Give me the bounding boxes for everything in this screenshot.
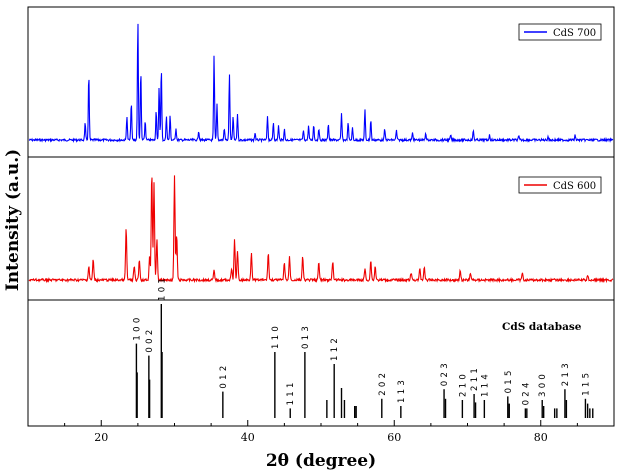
legend-box-cds-600 (518, 176, 602, 194)
x-tick-label: 20 (94, 431, 108, 444)
hkl-label: 2 1 3 (561, 363, 571, 386)
legend-cds-700: CdS 700 (518, 23, 602, 41)
hkl-label: 1 1 0 (271, 326, 281, 349)
database-title: CdS database (502, 321, 582, 333)
hkl-label: 3 0 0 (538, 374, 548, 397)
hkl-label: 1 1 4 (480, 374, 490, 397)
hkl-label: 1 1 5 (581, 373, 591, 396)
hkl-label: 0 2 4 (521, 382, 531, 405)
hkl-label: 0 1 5 (504, 370, 514, 393)
hkl-label: 0 2 3 (440, 363, 450, 386)
hkl-label: 1 0 1 (157, 278, 167, 301)
hkl-label: 0 0 2 (145, 329, 155, 352)
x-tick-label: 40 (241, 431, 255, 444)
hkl-label: 2 1 0 (458, 374, 468, 397)
hkl-label: 2 0 2 (378, 373, 388, 396)
hkl-label: 1 0 0 (132, 317, 142, 340)
hkl-label: 1 1 1 (286, 382, 296, 405)
x-tick-label: 80 (534, 431, 548, 444)
x-tick-label: 60 (387, 431, 401, 444)
series-line-cds-700 (28, 23, 614, 144)
panel-bottom-frame (27, 299, 615, 427)
x-axis-title: 2θ (degree) (266, 451, 376, 471)
legend-cds-600: CdS 600 (518, 176, 602, 194)
hkl-label: 0 1 2 (219, 365, 229, 388)
x-axis-ticks: 20 40 60 80 (64, 420, 578, 444)
y-axis-title: Intensity (a.u.) (3, 149, 23, 291)
hkl-label: 1 1 3 (397, 380, 407, 403)
legend-box-cds-700 (518, 23, 602, 41)
legend-label-cds-700: CdS 700 (553, 28, 596, 39)
hkl-label: 0 1 3 (301, 326, 311, 349)
database-sticks: 1 0 00 0 2 1 0 1 0 1 2 1 1 0 1 1 1 0 1 3 1 1 2… (132, 278, 594, 418)
series-line-cds-600 (28, 175, 614, 284)
hkl-label: 1 1 2 (330, 338, 340, 361)
legend-label-cds-600: CdS 600 (553, 181, 596, 192)
hkl-label: 2 1 1 (470, 368, 480, 391)
